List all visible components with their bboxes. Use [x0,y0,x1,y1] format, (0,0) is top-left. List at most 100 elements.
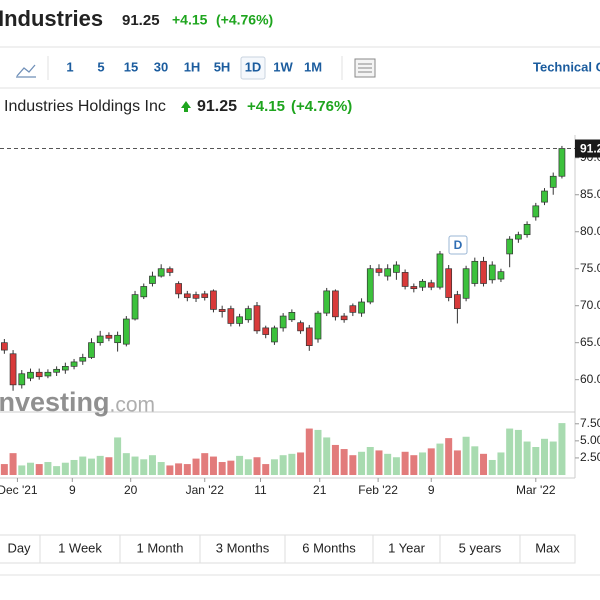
candle-body [140,286,148,298]
volume-bar [53,466,61,475]
interval-button[interactable]: 5 [97,59,104,74]
interval-button[interactable]: 1H [184,59,201,74]
volume-bar [419,452,427,475]
volume-bar [131,456,139,475]
volume-bar [79,456,87,475]
candle-body [192,294,200,299]
candle-body [9,353,17,386]
interval-button[interactable]: 15 [124,59,138,74]
volume-bar [314,429,322,475]
range-label: 3 Months [216,540,270,555]
range-label: 1 Month [137,540,184,555]
candle-body [70,361,78,367]
candle-body [114,334,121,344]
y-tick-label: 65.00 [580,335,600,349]
volume-tick-label: 2.50 [580,450,600,464]
volume-bar [192,458,200,475]
candle-body [532,205,540,218]
volume-tick-label: 5.00 [580,433,600,447]
candle-body [332,290,339,318]
volume-bar [44,462,52,475]
candle-body [149,275,156,284]
volume-bar [349,455,357,475]
chart-type-icon[interactable] [16,64,36,78]
range-button[interactable] [439,534,521,564]
volume-bar [480,453,488,475]
candle-body [44,371,52,377]
volume-bar [323,437,331,475]
volume-bar [122,453,130,475]
volume-bar [305,428,313,475]
volume-bar [9,453,17,475]
candle-body [488,264,496,281]
candle-body [419,280,426,288]
volume-bar [541,438,549,475]
candle-body [279,315,287,329]
candle-body [454,294,461,310]
candle-body [323,290,331,314]
volume-bar [445,438,453,475]
candle-body [375,268,383,273]
watermark-suffix: .com [110,394,156,417]
event-marker: D [454,238,463,252]
candle-body [262,327,270,335]
candle-body [506,238,514,255]
selected-interval [240,56,266,80]
range-label: 1 Year [388,540,426,555]
range-label: 1 Week [58,540,102,555]
candle-body [471,260,479,284]
volume-bar [96,455,104,475]
range-button[interactable] [372,534,441,564]
candle-body [549,175,557,188]
event-marker-box[interactable] [448,235,468,255]
volume-tick-label: 7.50 [580,416,600,430]
volume-bar [279,455,287,475]
range-label: Max [535,540,560,555]
candle-body [253,305,261,332]
range-button[interactable] [199,534,286,564]
technical-link[interactable]: Technical C [533,59,600,74]
volume-bar [61,462,69,475]
candle-body [236,316,243,324]
volume-bar [157,462,165,475]
volume-bar [18,465,26,475]
company-price: 91.25 [197,98,237,115]
interval-button[interactable]: 30 [154,59,168,74]
candle-body [305,327,313,346]
price: 91.25 [122,12,160,29]
candle-body [35,371,43,378]
volume-bar [401,451,409,475]
volume-bar [244,459,252,475]
interval-button[interactable]: 1D [245,59,262,74]
candle-body [497,271,505,280]
candle-body [96,335,104,344]
range-label: 5 years [459,540,502,555]
range-button[interactable] [519,534,576,564]
candle-body [410,286,418,290]
volume-bar [262,464,270,475]
interval-button[interactable]: 5H [214,59,231,74]
change-pct: (+4.76%) [216,12,273,28]
candle-body [175,283,182,295]
candle-body [61,366,69,371]
interval-button[interactable]: 1W [273,59,293,74]
volume-bar [471,446,479,475]
volume-bar [453,450,461,475]
candle-body [131,294,139,320]
candle-body [27,371,34,379]
candle-body [88,342,95,358]
candle-body [122,318,130,345]
candle-body [480,260,487,284]
volume-bar [0,464,8,475]
candle-body [558,148,566,177]
candle-body [358,301,365,314]
range-button[interactable] [284,534,374,564]
x-tick-label: 20 [124,483,138,497]
volume-bar [26,462,34,475]
interval-button[interactable]: 1M [304,59,322,74]
interval-button[interactable]: 1 [66,59,73,74]
x-tick-label: Dec '21 [0,483,38,497]
x-tick-label: 21 [313,483,327,497]
candle-body [445,268,453,298]
